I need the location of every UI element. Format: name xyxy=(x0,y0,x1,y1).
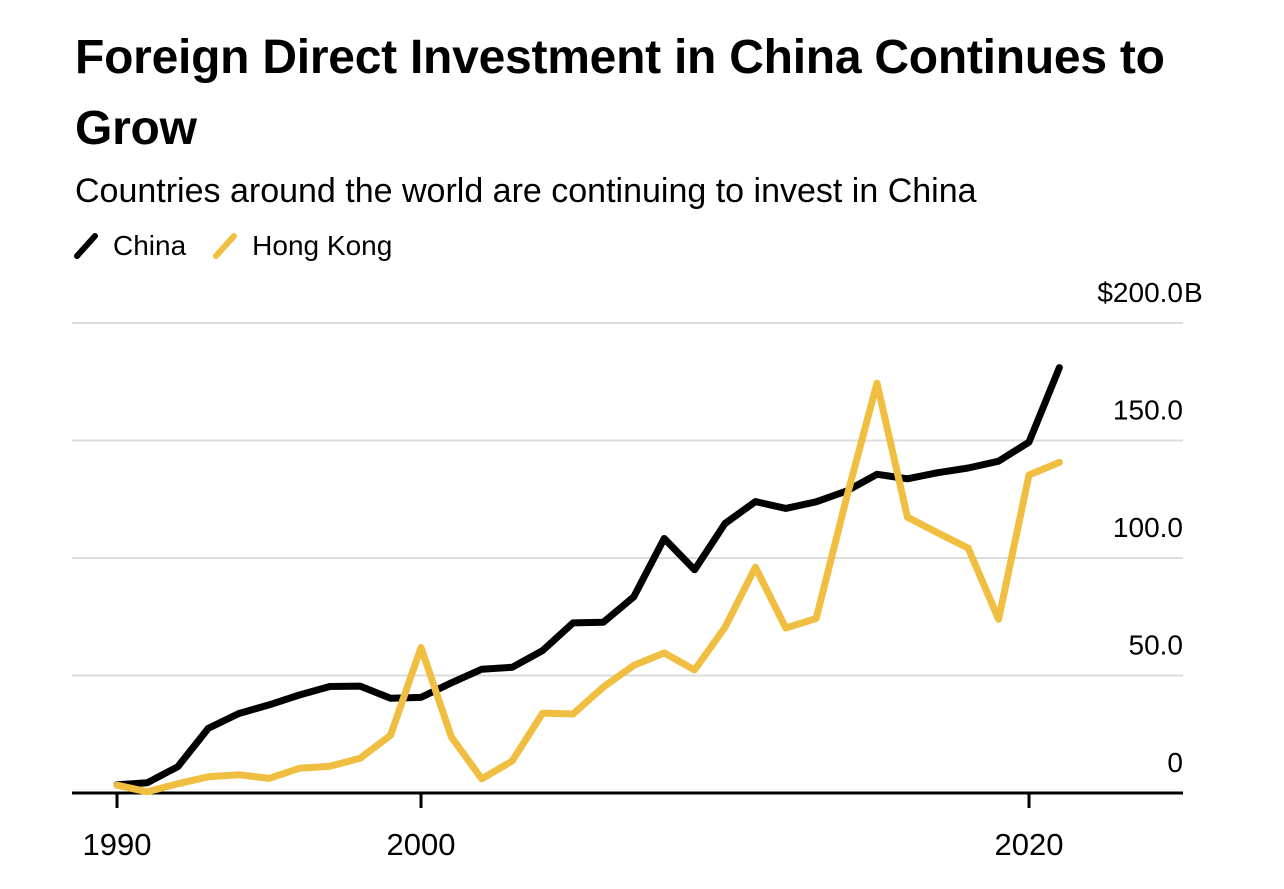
china-line-swatch-icon xyxy=(74,233,98,259)
y-axis-label: 0 xyxy=(1167,747,1183,778)
x-axis-label: 1990 xyxy=(83,827,152,862)
y-axis-label: $200.0 xyxy=(1097,277,1183,308)
hong-kong-line-swatch-icon xyxy=(213,233,238,259)
legend-label: China xyxy=(113,230,187,261)
chart-legend: China Hong Kong xyxy=(73,230,392,262)
x-axis-label: 2020 xyxy=(995,827,1064,862)
y-axis-unit-suffix: B xyxy=(1184,277,1203,308)
legend-slash-icon xyxy=(213,233,238,259)
legend-label: Hong Kong xyxy=(252,230,393,261)
series-line-hong-kong xyxy=(113,379,1063,796)
series-line-china xyxy=(113,364,1063,789)
chart-subtitle: Countries around the world are continuin… xyxy=(75,172,977,210)
x-axis-label: 2000 xyxy=(387,827,456,862)
legend-slash-icon xyxy=(74,233,98,259)
y-axis-label: 150.0 xyxy=(1113,395,1183,426)
legend-item-china: China xyxy=(73,230,186,262)
y-axis-label: 50.0 xyxy=(1129,630,1184,661)
chart-title: Foreign Direct Investment in China Conti… xyxy=(75,31,1165,155)
y-axis-label: 100.0 xyxy=(1113,512,1183,543)
legend-item-hong-kong: Hong Kong xyxy=(212,230,392,262)
